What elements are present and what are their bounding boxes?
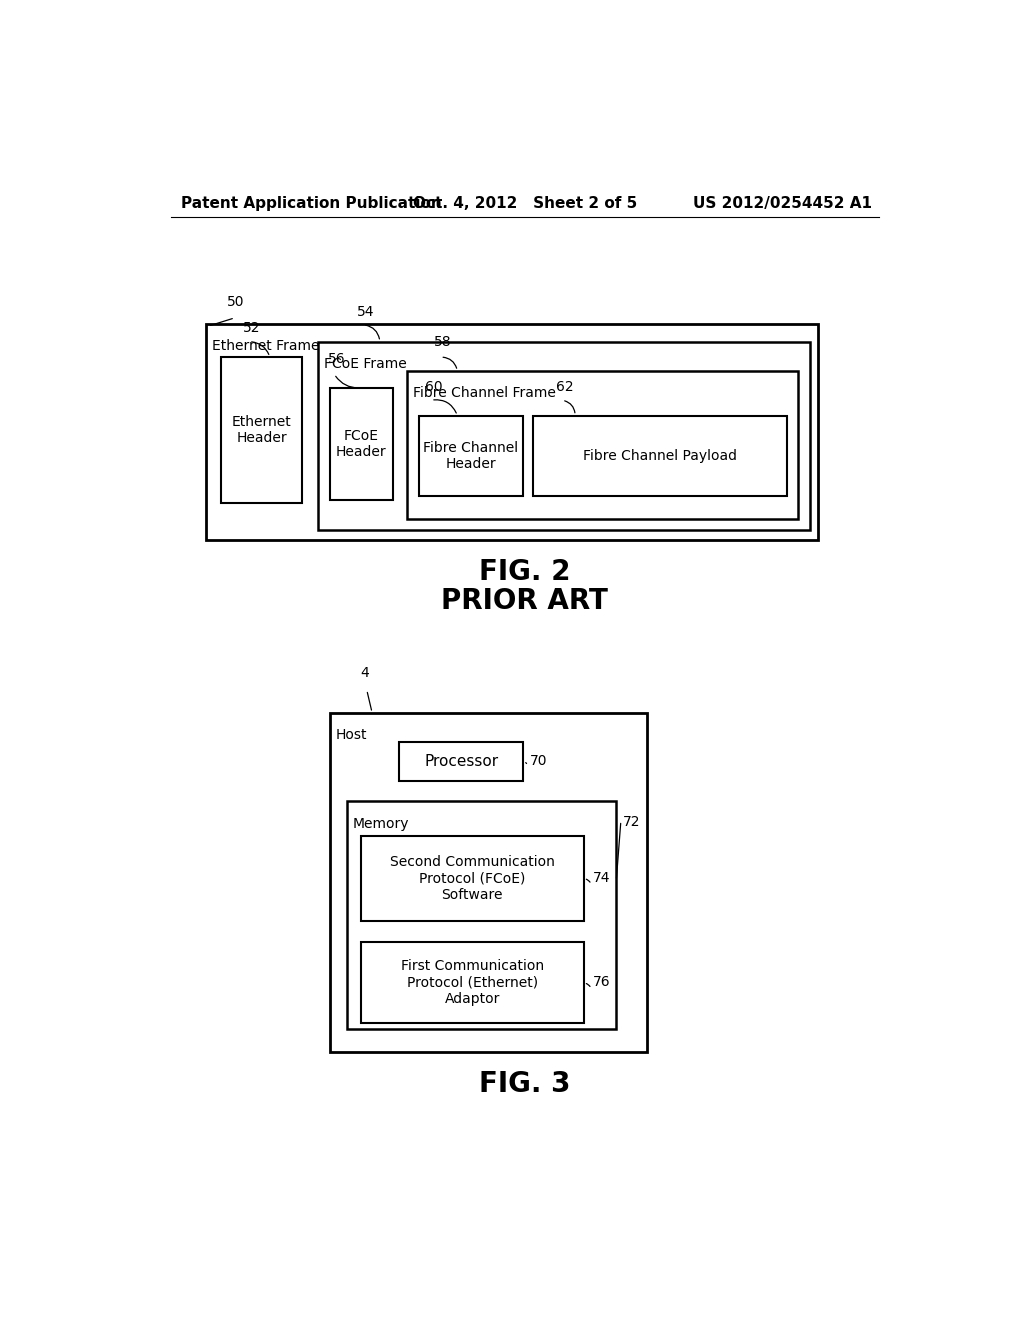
Bar bbox=[532, 416, 786, 496]
Bar bbox=[360, 942, 584, 1023]
Text: FIG. 3: FIG. 3 bbox=[479, 1071, 570, 1098]
Text: 56: 56 bbox=[328, 352, 345, 367]
Text: Memory: Memory bbox=[352, 817, 410, 830]
Bar bbox=[346, 801, 616, 1028]
Text: First Communication
Protocol (Ethernet)
Adaptor: First Communication Protocol (Ethernet) … bbox=[400, 960, 544, 1006]
Text: Fibre Channel Frame: Fibre Channel Frame bbox=[414, 387, 556, 400]
Text: Fibre Channel
Header: Fibre Channel Header bbox=[423, 441, 518, 471]
Text: 62: 62 bbox=[556, 380, 573, 395]
Text: 76: 76 bbox=[593, 975, 610, 989]
Text: 58: 58 bbox=[434, 335, 452, 350]
Text: 54: 54 bbox=[356, 305, 374, 318]
Bar bbox=[360, 836, 584, 921]
Bar bbox=[221, 358, 302, 503]
Bar bbox=[399, 742, 523, 780]
Text: Patent Application Publication: Patent Application Publication bbox=[180, 195, 441, 211]
Text: PRIOR ART: PRIOR ART bbox=[441, 587, 608, 615]
Text: Fibre Channel Payload: Fibre Channel Payload bbox=[583, 449, 736, 463]
Bar bbox=[317, 342, 810, 531]
Text: FIG. 2: FIG. 2 bbox=[479, 558, 570, 586]
Text: FCoE Frame: FCoE Frame bbox=[324, 358, 407, 371]
Text: 4: 4 bbox=[360, 667, 370, 681]
Bar bbox=[419, 416, 523, 496]
Text: Ethernet Frame: Ethernet Frame bbox=[212, 339, 319, 354]
Bar bbox=[206, 323, 818, 540]
Bar bbox=[330, 388, 393, 499]
Text: Processor: Processor bbox=[424, 754, 499, 768]
Text: 70: 70 bbox=[529, 754, 547, 768]
Text: Ethernet
Header: Ethernet Header bbox=[231, 414, 292, 445]
Text: Host: Host bbox=[336, 729, 368, 742]
Text: US 2012/0254452 A1: US 2012/0254452 A1 bbox=[693, 195, 872, 211]
Text: 60: 60 bbox=[425, 380, 442, 395]
Text: 72: 72 bbox=[623, 816, 640, 829]
Bar bbox=[330, 713, 647, 1052]
Text: Oct. 4, 2012   Sheet 2 of 5: Oct. 4, 2012 Sheet 2 of 5 bbox=[413, 195, 637, 211]
Text: Second Communication
Protocol (FCoE)
Software: Second Communication Protocol (FCoE) Sof… bbox=[390, 855, 555, 902]
Text: 52: 52 bbox=[243, 322, 260, 335]
Text: FCoE
Header: FCoE Header bbox=[336, 429, 387, 459]
Bar bbox=[407, 371, 799, 519]
Text: 50: 50 bbox=[227, 294, 245, 309]
Text: 74: 74 bbox=[593, 871, 610, 884]
